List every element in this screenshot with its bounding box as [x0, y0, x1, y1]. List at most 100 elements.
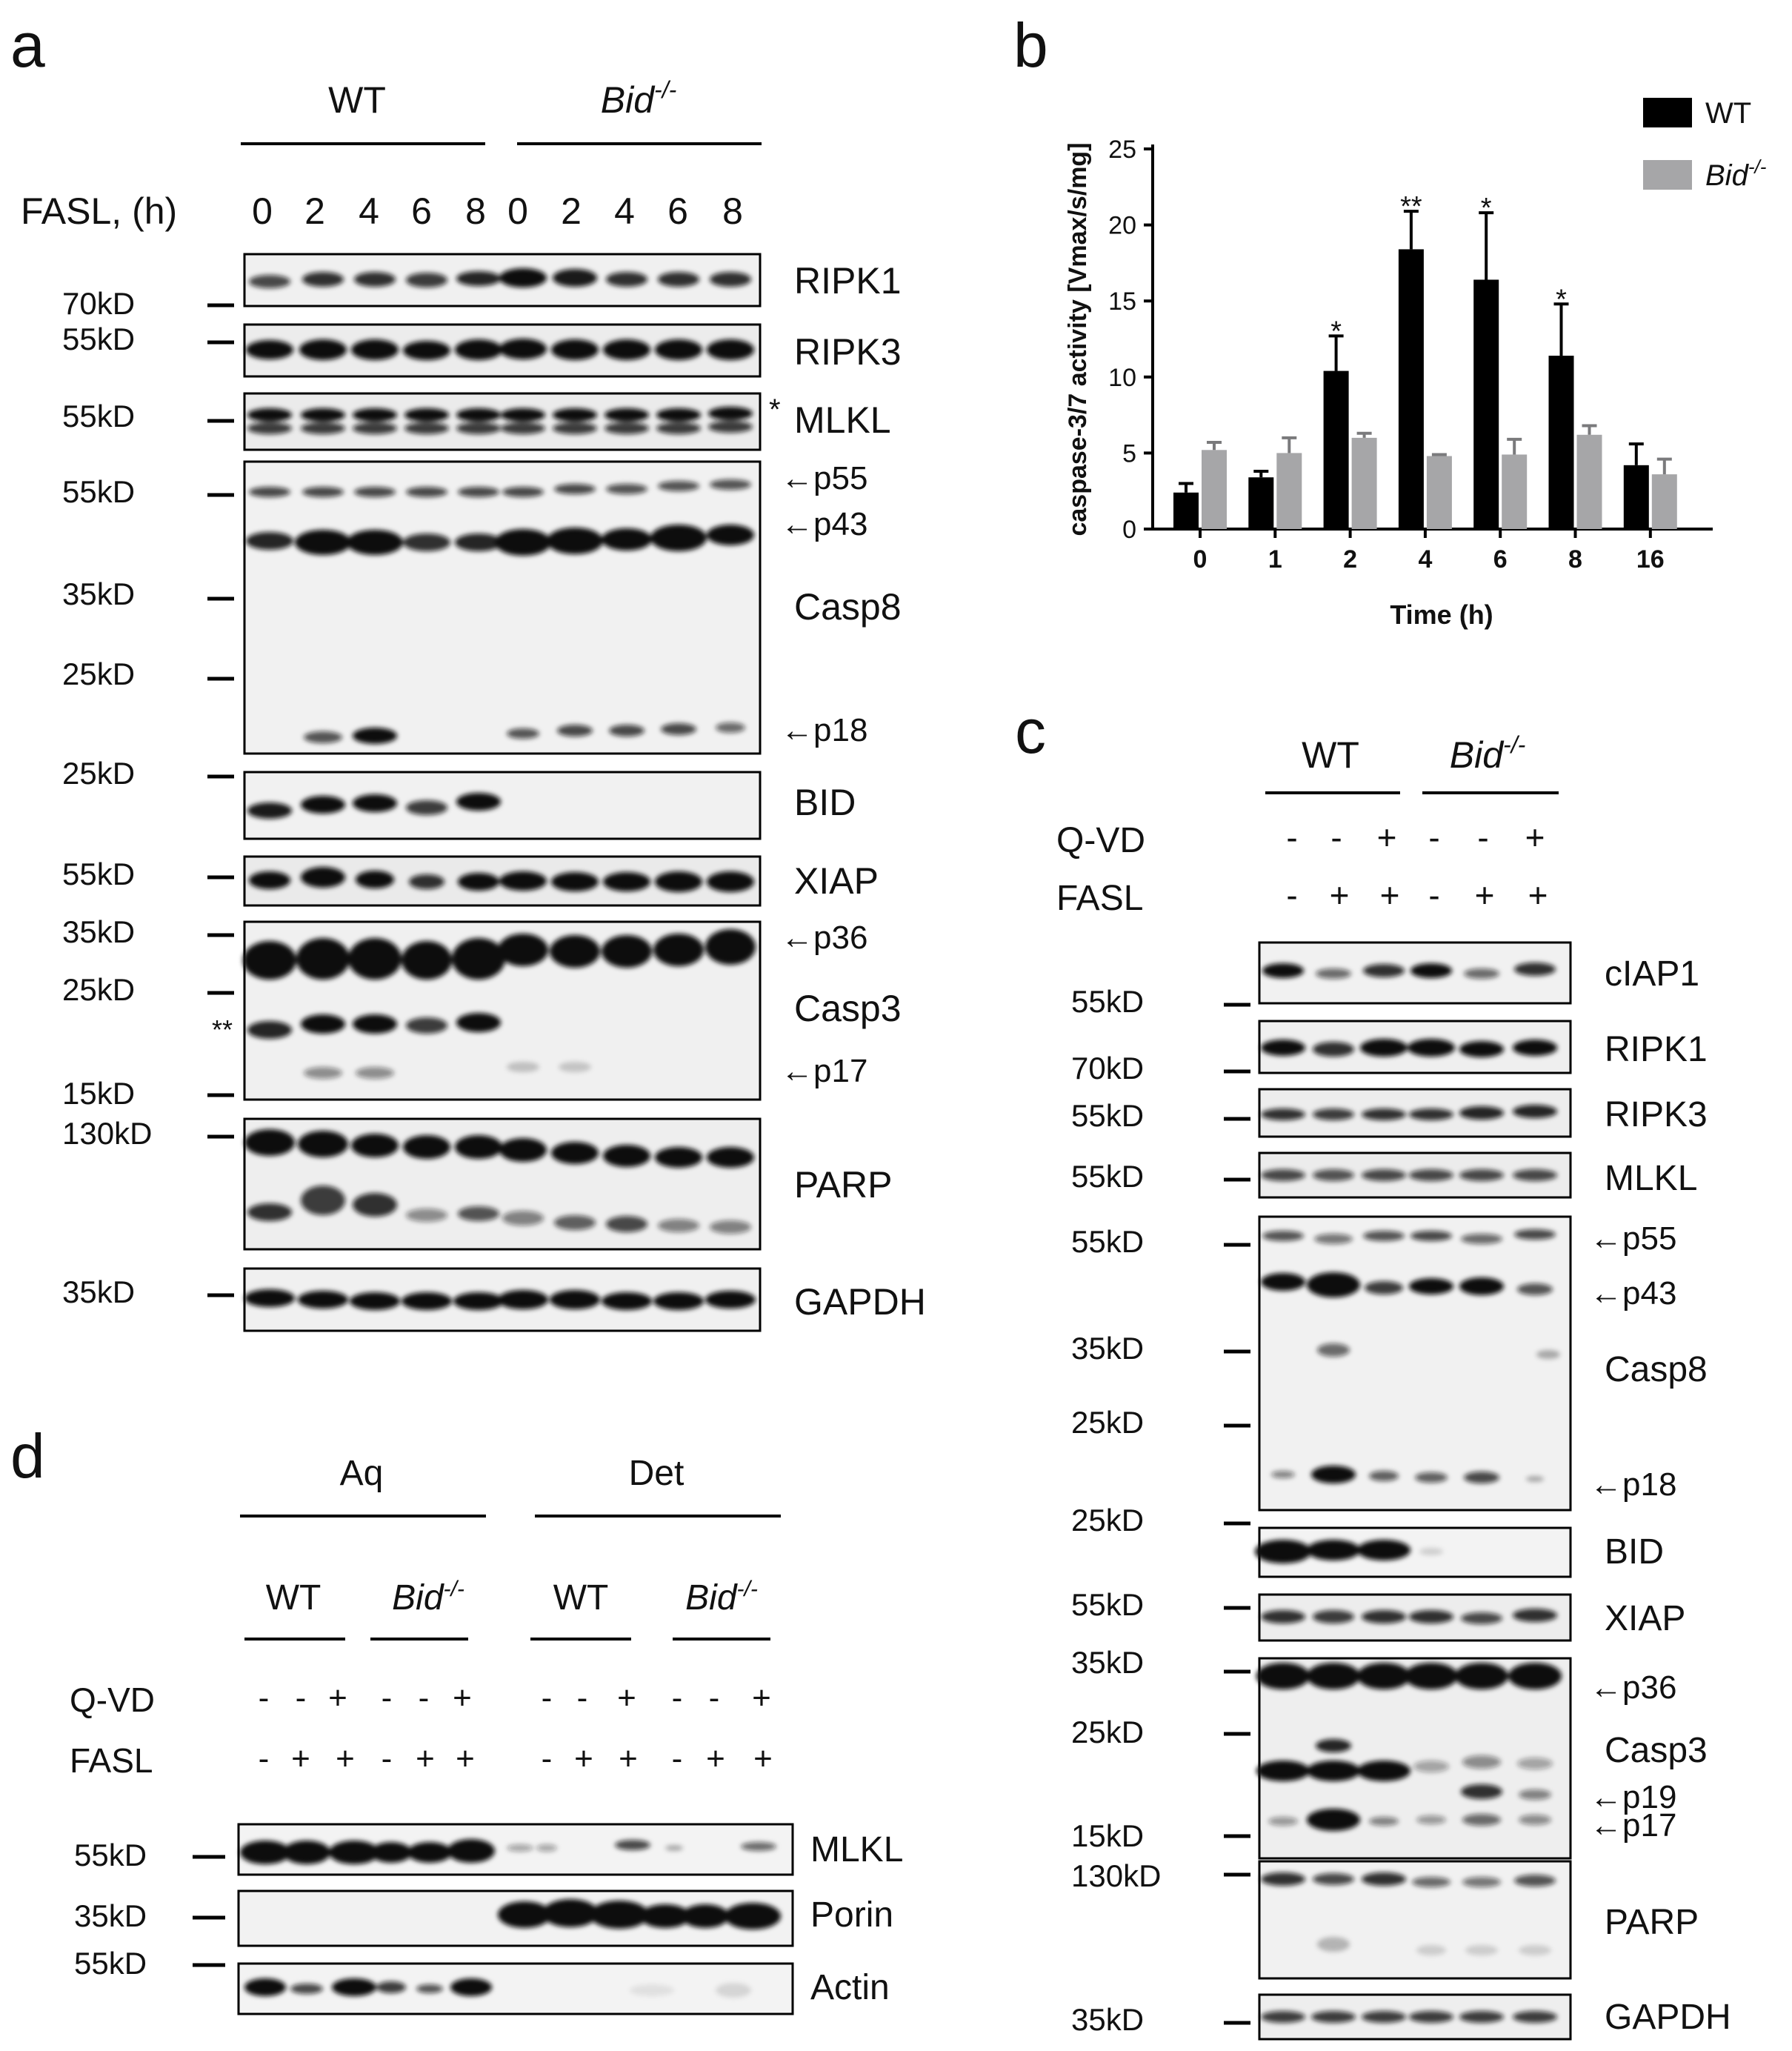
treatment-sign: -	[672, 1741, 683, 1777]
legend-swatch-bid	[1643, 160, 1692, 190]
band-arrows-a: ←p55 ←p43 ←p18 ←p36 ←p17	[781, 460, 867, 1089]
blot-labels-d: MLKL Porin Actin	[810, 1830, 903, 2007]
treatment-sign: -	[259, 1741, 270, 1777]
timepoint: 4	[359, 190, 379, 232]
significance-marker: **	[1400, 191, 1422, 222]
blot-label: Casp3	[1605, 1731, 1708, 1770]
fasl-time-label: FASL, (h)	[21, 190, 177, 232]
bar-wt-0	[1173, 492, 1199, 529]
blot-label: Porin	[810, 1895, 893, 1935]
y-tick-label: 20	[1108, 212, 1136, 240]
panel-letter-d: d	[10, 1421, 45, 1491]
treatment-sign: +	[706, 1741, 725, 1777]
band-arrow: ←p55	[781, 460, 867, 496]
blot-label: RIPK3	[1605, 1095, 1708, 1134]
cleaved-asterisks: **	[212, 1014, 233, 1045]
x-tick-label: 16	[1636, 545, 1665, 574]
x-tick-label: 0	[1193, 545, 1208, 574]
blot-mlkl	[243, 392, 762, 451]
timepoint: 8	[722, 190, 743, 232]
treatment-sign: +	[1380, 876, 1400, 914]
blot-labels-a: RIPK1 RIPK3 MLKL Casp8 BID XIAP Casp3 PA…	[794, 260, 926, 1323]
qvd-row-label: Q-VD	[70, 1681, 155, 1719]
bar-wt-2	[1323, 370, 1349, 529]
bar-bid-0	[1202, 450, 1227, 529]
nonspecific-asterisk: *	[769, 393, 781, 426]
mw-marker: 35kD	[62, 576, 135, 611]
qvd-signs-d: - - + - - + - - + - - +	[259, 1680, 771, 1716]
band-arrow: ←p18	[781, 712, 867, 748]
blot-label: Casp8	[1605, 1350, 1708, 1389]
panel-c: c WT Bid-/- Q-VD FASL - - + - - + - + + …	[1015, 697, 1731, 2041]
blot-label: Casp3	[794, 988, 902, 1029]
fasl-row-label: FASL	[70, 1741, 153, 1780]
y-tick-label: 0	[1122, 516, 1136, 544]
timepoint: 2	[561, 190, 582, 232]
treatment-sign: -	[709, 1680, 720, 1716]
mw-marker: 55kD	[62, 857, 135, 891]
bar-bid-8	[1576, 434, 1602, 529]
treatment-sign: -	[1477, 818, 1488, 857]
blot-label: XIAP	[1605, 1599, 1685, 1638]
blot-label: cIAP1	[1605, 954, 1699, 994]
fraction-aq-label: Aq	[340, 1454, 384, 1493]
mw-marker: 35kD	[74, 1898, 147, 1933]
treatment-sign: -	[542, 1741, 553, 1777]
bar-wt-4	[1398, 249, 1424, 529]
legend-label-bid: Bid-/-	[1705, 156, 1767, 192]
mw-marker: 35kD	[62, 914, 135, 949]
band-arrow: ←p43	[1590, 1275, 1676, 1312]
blot-casp8	[1258, 1215, 1572, 1512]
treatment-sign: +	[753, 1741, 773, 1777]
band-arrow: ←p18	[1590, 1466, 1676, 1503]
caspase-activity-chart: 0 5 10 15 20 25 0 1 2 * 4 ** 6 * 8 * 16 Time (h) caspase-3…	[1064, 97, 1767, 630]
fasl-signs-c: - + + - + +	[1286, 876, 1548, 914]
mw-marker: 25kD	[62, 972, 135, 1007]
mw-marker: 130kD	[62, 1116, 152, 1151]
blots-a	[243, 253, 762, 1332]
genotype-bid-label: Bid-/-	[685, 1577, 758, 1618]
bar-bid-1	[1276, 453, 1302, 529]
blot-label: XIAP	[794, 860, 879, 902]
timepoint: 6	[667, 190, 688, 232]
mw-marker: 35kD	[1071, 2002, 1144, 2037]
qvd-row-label: Q-VD	[1056, 821, 1145, 860]
mw-marker: 25kD	[1071, 1405, 1144, 1440]
blot-label: GAPDH	[1605, 1998, 1731, 2037]
band-arrow: ←p17	[781, 1053, 867, 1089]
legend-swatch-wt	[1643, 98, 1692, 127]
blot-label: RIPK3	[794, 331, 902, 373]
bar-wt-16	[1623, 465, 1649, 529]
mw-markers-d: 55kD 35kD 55kD	[74, 1838, 225, 1981]
panel-b: b 0 5 10 15 20 25 0 1 2 * 4 ** 6 * 8 * 16 Time (h) caspase…	[1013, 10, 1767, 630]
genotype-wt-label: WT	[1302, 734, 1359, 776]
mw-marker: 55kD	[62, 322, 135, 356]
band-arrow: ←p36	[1590, 1669, 1676, 1706]
bar-wt-1	[1248, 477, 1274, 529]
mw-marker: 55kD	[1071, 984, 1144, 1019]
fraction-det-label: Det	[629, 1454, 685, 1493]
blot-label: Casp8	[794, 586, 902, 628]
band-arrow: ←p36	[781, 920, 867, 956]
blot-label: BID	[794, 782, 856, 823]
blot-casp3	[1258, 1657, 1572, 1860]
blot-label: RIPK1	[1605, 1030, 1708, 1069]
timepoint-labels: 0 2 4 6 8 0 2 4 6 8	[252, 190, 743, 232]
blot-label: RIPK1	[794, 260, 902, 302]
panel-d: d Aq Det WT Bid-/- WT Bid-/- Q-VD FASL -…	[10, 1421, 903, 2015]
treatment-sign: -	[1286, 876, 1297, 914]
blot-label: MLKL	[1605, 1159, 1697, 1198]
significance-marker: *	[1556, 284, 1567, 315]
timepoint: 0	[252, 190, 273, 232]
mw-marker: 55kD	[62, 474, 135, 509]
mw-marker: 25kD	[62, 756, 135, 791]
panel-a: a WT Bid-/- FASL, (h) 0 2 4 6 8 0 2 4 6 …	[10, 10, 926, 1332]
x-tick-label: 8	[1568, 545, 1582, 574]
mw-marker: 55kD	[74, 1838, 147, 1872]
mw-marker: 55kD	[1071, 1587, 1144, 1622]
blot-label: Actin	[810, 1968, 890, 2007]
legend-superscript: -/-	[1748, 156, 1767, 178]
mw-marker: 55kD	[1071, 1098, 1144, 1133]
treatment-sign: -	[672, 1680, 683, 1716]
mw-marker: 55kD	[62, 399, 135, 433]
